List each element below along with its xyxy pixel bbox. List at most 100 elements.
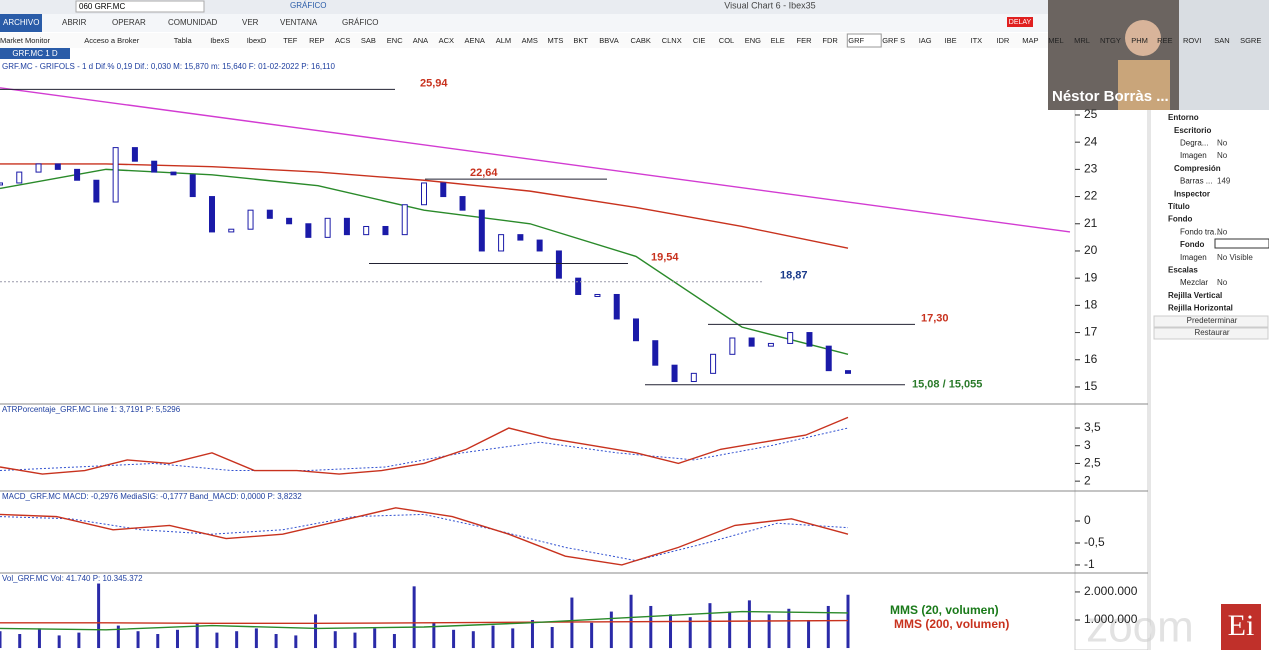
tab[interactable]: AENA — [465, 36, 485, 45]
inspector-label[interactable]: Título — [1168, 202, 1190, 211]
color-swatch[interactable] — [1214, 238, 1269, 249]
tab[interactable]: ROVI — [1183, 36, 1201, 45]
level-label: 25,94 — [420, 77, 448, 89]
inspector-button[interactable] — [1153, 327, 1269, 340]
inspector-value: No — [1217, 139, 1228, 148]
tab[interactable]: REP — [309, 36, 324, 45]
tab[interactable]: BBVA — [599, 36, 618, 45]
tab[interactable]: MEL — [1048, 36, 1063, 45]
inspector-label[interactable]: Fondo — [1168, 215, 1193, 224]
menu-item[interactable]: VER — [242, 18, 259, 27]
inspector-value: No — [1217, 227, 1228, 236]
tab[interactable]: ENC — [387, 36, 403, 45]
tab[interactable]: ITX — [971, 36, 983, 45]
tab[interactable]: MAP — [1022, 36, 1038, 45]
inspector-value: No — [1217, 151, 1228, 160]
candle — [671, 364, 678, 383]
tab[interactable]: TEF — [283, 36, 298, 45]
level-label: 15,08 / 15,055 — [912, 379, 982, 391]
candle — [189, 174, 196, 198]
tab[interactable]: SGRE — [1240, 36, 1261, 45]
ma200-line — [0, 163, 849, 249]
tab[interactable]: AMS — [522, 36, 538, 45]
chart-tab[interactable] — [0, 48, 70, 59]
inspector-button[interactable] — [1153, 315, 1269, 328]
menu-item[interactable]: ABRIR — [62, 18, 87, 27]
tab[interactable]: CLNX — [662, 36, 682, 45]
inspector-label[interactable]: Rejilla Horizontal — [1168, 304, 1233, 313]
tab[interactable]: ALM — [496, 36, 511, 45]
tab[interactable]: SAN — [1214, 36, 1229, 45]
tab[interactable]: IDR — [996, 36, 1010, 45]
logo-box — [1221, 604, 1261, 650]
tab[interactable]: NTGY — [1100, 36, 1121, 45]
candle — [440, 182, 447, 198]
candle — [845, 370, 851, 374]
macd-header: MACD_GRF.MC MACD: -0,2976 MediaSIG: -0,1… — [2, 492, 302, 501]
candle — [729, 337, 736, 355]
tab[interactable]: PHM — [1131, 36, 1148, 45]
volume-bar — [195, 622, 199, 649]
tab[interactable]: IBE — [945, 36, 957, 45]
candle — [555, 250, 562, 279]
tab[interactable]: FDR — [822, 36, 838, 45]
menu-item[interactable]: GRÁFICO — [342, 18, 378, 27]
tab[interactable]: ACS — [335, 36, 350, 45]
tab[interactable]: ELE — [771, 36, 785, 45]
tab[interactable]: GRF S — [882, 36, 905, 45]
tab[interactable]: IbexD — [247, 36, 267, 45]
inspector-value: 149 — [1217, 177, 1231, 186]
inspector-button-text: Predeterminar — [1187, 316, 1238, 325]
line-line — [0, 416, 849, 475]
tab[interactable]: IbexS — [210, 36, 229, 45]
volume-bar — [708, 603, 712, 649]
inspector-label: Imagen — [1180, 151, 1207, 160]
symbol-box[interactable] — [75, 0, 205, 13]
candle — [35, 163, 42, 173]
tab[interactable]: MRL — [1074, 36, 1090, 45]
candle — [806, 332, 813, 347]
volume-bar — [511, 628, 515, 649]
tab[interactable]: CABK — [631, 36, 651, 45]
candle — [401, 204, 408, 236]
tab[interactable]: Acceso a Broker — [84, 36, 140, 45]
y-tick-label: 15 — [1084, 379, 1098, 393]
tab[interactable]: CIE — [693, 36, 706, 45]
tab[interactable]: ACX — [439, 36, 454, 45]
chart-tab-text: GRF.MC 1 D — [12, 49, 58, 58]
video-name: Néstor Borràs ... — [1052, 88, 1169, 105]
ribbon-tab[interactable]: GRÁFICO — [290, 1, 326, 10]
y-tick-label: 18 — [1084, 298, 1098, 312]
tab[interactable]: MTS — [548, 36, 564, 45]
y-tick-label: 21 — [1084, 216, 1098, 230]
tab[interactable]: GRF — [848, 36, 864, 45]
inspector-label[interactable]: Rejilla Vertical — [1168, 291, 1222, 300]
tab[interactable]: ANA — [413, 36, 428, 45]
volume-bar — [314, 614, 318, 649]
tab[interactable]: FER — [797, 36, 813, 45]
inspector-label[interactable]: Fondo — [1180, 240, 1205, 249]
volume-bar — [728, 611, 732, 649]
inspector-label[interactable]: Entorno — [1168, 113, 1199, 122]
tab[interactable]: COL — [719, 36, 734, 45]
volume-bar — [136, 631, 140, 649]
tab[interactable]: REE — [1157, 36, 1172, 45]
volume-bar — [373, 628, 377, 649]
inspector-label[interactable]: Inspector — [1174, 189, 1210, 198]
inspector-label[interactable]: Escritorio — [1174, 126, 1211, 135]
inspector-label[interactable]: Compresión — [1174, 164, 1221, 173]
tab[interactable]: SAB — [361, 36, 376, 45]
tab[interactable]: ENG — [745, 36, 761, 45]
candle — [16, 171, 23, 184]
menu-bar — [0, 14, 1048, 32]
menu-item[interactable]: COMUNIDAD — [168, 18, 218, 27]
menu-item[interactable]: OPERAR — [112, 18, 146, 27]
tab[interactable]: Market Monitor — [0, 36, 51, 45]
tab[interactable]: Tabla — [174, 36, 193, 45]
inspector-label[interactable]: Escalas — [1168, 266, 1198, 275]
menu-item[interactable]: ARCHIVO — [3, 18, 39, 27]
tab[interactable]: IAG — [919, 36, 932, 45]
tab[interactable]: BKT — [573, 36, 588, 45]
volume-bar — [18, 634, 22, 649]
menu-item[interactable]: VENTANA — [280, 18, 318, 27]
